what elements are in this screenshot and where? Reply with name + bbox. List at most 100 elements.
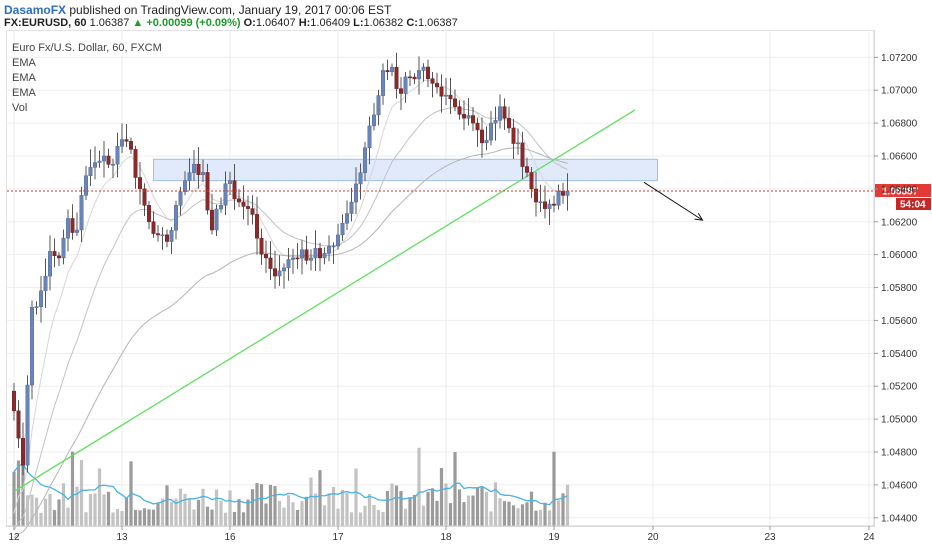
volume-bar xyxy=(480,487,484,526)
candle-body xyxy=(12,390,16,412)
horizontal-grid xyxy=(7,56,874,519)
candle-body xyxy=(151,221,156,234)
volume-bar xyxy=(367,493,372,526)
candle xyxy=(412,73,417,85)
candle xyxy=(264,240,268,273)
volume-bar xyxy=(273,486,277,526)
volume-bar xyxy=(322,505,327,526)
candle-body xyxy=(66,218,70,239)
candle-body xyxy=(435,83,439,88)
volume-bar xyxy=(196,499,201,526)
candle xyxy=(228,171,232,195)
candle-body xyxy=(507,118,511,129)
candle-body xyxy=(39,290,43,307)
volume-bar xyxy=(30,494,34,526)
candle xyxy=(385,59,390,80)
candle-body xyxy=(349,201,354,214)
volume-bar xyxy=(192,509,196,526)
candle xyxy=(115,132,120,178)
time-tick-label: 18 xyxy=(440,532,452,543)
candle xyxy=(111,158,115,179)
candle-body xyxy=(502,106,507,119)
volume-bar xyxy=(408,497,412,526)
close-label: C: xyxy=(406,17,418,29)
price-chart[interactable]: 1.06387 54:04 1.07200 1.07000 1.06800 1.0660… xyxy=(0,30,932,550)
volume-bar xyxy=(214,489,219,526)
candle-body xyxy=(385,70,390,73)
volume-bar xyxy=(403,508,408,526)
candle-body xyxy=(106,155,111,165)
volume-bar xyxy=(394,485,399,526)
volume-bar xyxy=(57,499,61,526)
volume-bar xyxy=(354,468,358,526)
volume-bar xyxy=(115,509,120,526)
candlesticks xyxy=(12,52,570,476)
candle xyxy=(340,214,345,241)
candle-body xyxy=(61,237,66,259)
candle xyxy=(462,100,466,131)
candle xyxy=(367,116,372,165)
candle-body xyxy=(322,253,327,259)
volume-bar xyxy=(165,485,169,526)
candle xyxy=(25,375,30,473)
candle-body xyxy=(196,163,201,175)
candle xyxy=(70,204,75,240)
candle-body xyxy=(93,162,97,168)
volume-bar xyxy=(237,499,241,526)
volume-bar xyxy=(439,468,444,526)
candle-body xyxy=(102,155,106,162)
candle xyxy=(430,71,435,98)
candle-body xyxy=(291,257,295,260)
volume-bar xyxy=(489,511,493,526)
candle-body xyxy=(345,213,349,224)
legend-ema-3[interactable]: EMA xyxy=(12,87,36,99)
price-axis[interactable]: 1.07200 1.07000 1.06800 1.06600 1.06400 1.062… xyxy=(873,31,918,526)
candle-body xyxy=(241,201,246,207)
candle xyxy=(210,193,214,235)
candle-body xyxy=(21,437,25,466)
price-tick-label: 1.06200 xyxy=(881,217,918,228)
candle xyxy=(534,172,538,217)
countdown-tag: 54:04 xyxy=(900,200,926,211)
time-axis[interactable]: 12 13 16 17 18 19 20 23 24 xyxy=(7,525,875,543)
candle-body xyxy=(408,76,412,79)
time-tick-label: 13 xyxy=(116,532,128,543)
candle xyxy=(192,149,196,181)
candle xyxy=(349,187,354,222)
volume-bar xyxy=(88,493,93,526)
candle-body xyxy=(543,201,547,209)
volume-bar xyxy=(561,493,565,526)
candle xyxy=(363,141,367,182)
candle-body xyxy=(336,234,340,247)
candle-body xyxy=(129,141,133,150)
legend-vol[interactable]: Vol xyxy=(12,102,28,114)
candle-body xyxy=(174,205,178,231)
candle xyxy=(502,98,507,130)
symbol-label: FX:EURUSD, 60 xyxy=(4,17,87,29)
candle xyxy=(196,147,201,189)
low-label: L: xyxy=(353,17,364,29)
candle-body xyxy=(561,191,565,196)
candle xyxy=(480,117,484,158)
candle-body xyxy=(16,410,21,439)
volume-bar xyxy=(250,489,255,526)
volume-bar xyxy=(421,505,426,526)
volume-bar xyxy=(462,502,466,526)
candle-body xyxy=(556,191,561,206)
volume-bar xyxy=(525,502,529,526)
candle-body xyxy=(219,205,223,210)
volume-bar xyxy=(565,484,570,526)
candle-body xyxy=(210,209,214,231)
ema-mid-line xyxy=(13,107,568,531)
volume-bar xyxy=(48,493,52,526)
candle-body xyxy=(228,180,232,184)
candle xyxy=(160,227,165,250)
candle-body xyxy=(48,251,52,277)
legend-ema-2[interactable]: EMA xyxy=(12,72,36,84)
chart-frame xyxy=(6,30,875,527)
volume-bar xyxy=(331,486,336,526)
author-name[interactable]: DasamoFX xyxy=(4,3,67,17)
candle-body xyxy=(372,114,376,127)
candle xyxy=(493,106,498,141)
legend-ema-1[interactable]: EMA xyxy=(12,57,36,69)
